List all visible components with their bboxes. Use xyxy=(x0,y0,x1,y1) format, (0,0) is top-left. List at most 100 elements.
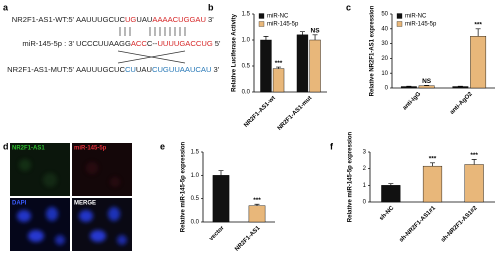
y-tick-label: 0.0 xyxy=(191,220,200,226)
y-tick-label: 0.5 xyxy=(191,196,200,202)
significance-label: *** xyxy=(429,156,437,163)
error-bar xyxy=(388,183,394,186)
micrograph-label: miR-145-5p xyxy=(74,146,107,152)
legend-label: miR-145-5p xyxy=(405,22,437,28)
micrograph-label: NR2F1-AS1 xyxy=(12,146,45,152)
significance-label: *** xyxy=(474,22,482,29)
y-tick-label: 0.5 xyxy=(242,64,251,70)
panel-label: f xyxy=(330,141,334,151)
sequence-end: 5' xyxy=(215,39,221,48)
x-tick-label: vector xyxy=(209,225,226,242)
bar xyxy=(296,34,309,93)
sequence-segment: AAUUUGCUC xyxy=(76,65,125,74)
sequence-segment: UCCCUUAAGG xyxy=(76,39,131,48)
bar xyxy=(418,85,435,89)
sequence-segment: CUGUUAAUCAU xyxy=(152,65,212,74)
y-tick-label: 10 xyxy=(381,71,388,77)
significance-label: NS xyxy=(422,78,432,85)
legend-label: miR-NC xyxy=(267,14,289,20)
micrograph-labels: NR2F1-AS1 miR-145-5p DAPI MERGE xyxy=(12,146,107,207)
x-tick-label: NR2F1-AS1-mut xyxy=(277,95,314,132)
pairing-lines xyxy=(117,27,186,64)
significance-label: *** xyxy=(275,60,283,67)
sequence-segment: UAU xyxy=(136,15,152,24)
y-tick-label: 0 xyxy=(363,200,367,206)
sequence-segment: CU xyxy=(125,65,136,74)
bar xyxy=(381,185,401,203)
sequence: AAUUUGCUCUGUAUAAAACUGGAU 3' xyxy=(76,15,214,24)
significance-label: *** xyxy=(470,152,478,159)
bar xyxy=(309,39,321,93)
panel-label: c xyxy=(346,2,351,12)
bar xyxy=(212,175,230,223)
y-tick-label: 30 xyxy=(381,41,388,47)
x-tick-label: sh-NR2F1-AS1#2 xyxy=(440,205,479,244)
bar xyxy=(400,86,417,89)
y-tick-label: 3 xyxy=(363,150,367,156)
y-tick-label: 50 xyxy=(381,12,388,18)
legend-label: miR-NC xyxy=(405,14,427,20)
error-bar xyxy=(263,36,269,40)
sequence-segment: C-- xyxy=(147,39,158,48)
bar xyxy=(272,68,285,93)
error-bar xyxy=(475,28,481,37)
y-tick-label: 1 xyxy=(363,183,367,189)
y-axis-label: Relative Luciferase Activity xyxy=(232,13,238,91)
x-tick-label: NR2F1-AS1 xyxy=(234,225,262,253)
x-tick-label: sh-NC xyxy=(379,205,396,222)
sequence: AAUUUGCUCCUUAUCUGUUAAUCAU 3' xyxy=(76,65,220,74)
sequence-segment: ACC xyxy=(131,39,148,48)
sequence-end: 3' xyxy=(213,65,219,74)
legend-label: miR-145-5p xyxy=(267,22,299,28)
sequence-panel: NR2F1-AS1-WT:5' AAUUUGCUCUGUAUAAAACUGGAU 3… xyxy=(7,15,221,74)
y-tick-label: 2 xyxy=(363,166,367,172)
panel-label: d xyxy=(3,141,9,151)
x-tick-label: sh-NR2F1-AS1#1 xyxy=(399,205,438,244)
y-tick-label: 40 xyxy=(381,26,388,32)
y-tick-label: 1.5 xyxy=(191,150,200,156)
y-tick-label: 1.0 xyxy=(242,38,251,44)
legend-swatch xyxy=(396,21,403,27)
error-bar xyxy=(471,159,477,165)
error-bar xyxy=(254,203,260,206)
panel-label: e xyxy=(160,141,165,151)
sequence-segment: UUUUGACCUG xyxy=(157,39,212,48)
error-bar xyxy=(218,170,224,176)
micrograph-label: MERGE xyxy=(74,201,96,207)
error-bar xyxy=(299,31,305,35)
error-bar xyxy=(312,34,318,40)
significance-label: NS xyxy=(311,28,321,35)
x-tick-label: NR2F1-AS1-wt xyxy=(243,95,276,128)
y-tick-label: 0 xyxy=(385,86,389,92)
sequence-end: 3' xyxy=(208,15,214,24)
y-axis-label: Relative NR2F1-AS1 expression xyxy=(370,5,376,96)
bar xyxy=(470,36,487,89)
sequence-name: miR-145-5p : 3' xyxy=(22,39,74,48)
y-tick-label: 1.5 xyxy=(242,12,251,18)
sequence-segment: AAUUUGCUC xyxy=(76,15,125,24)
sequence: UCCCUUAAGGACCC--UUUUGACCUG 5' xyxy=(76,39,221,48)
error-bar xyxy=(430,162,435,167)
micrograph xyxy=(10,143,132,251)
sequence-segment: UG xyxy=(125,15,136,24)
bar xyxy=(260,39,272,93)
y-tick-label: 1.0 xyxy=(191,173,200,179)
bar xyxy=(422,165,443,203)
legend-swatch xyxy=(258,21,265,27)
y-axis-label: Relative miR-145-5p expression xyxy=(181,141,187,232)
panel-label: b xyxy=(208,2,214,12)
legend-swatch xyxy=(258,13,265,19)
micrograph-label: DAPI xyxy=(12,201,27,207)
y-tick-label: 0.0 xyxy=(242,90,251,96)
error-bar xyxy=(276,66,282,69)
y-tick-label: 20 xyxy=(381,56,388,62)
y-axis-label: Relative miR-145-5p expression xyxy=(348,131,354,222)
sequence-segment: AAAACUGGAU xyxy=(152,15,206,24)
bar xyxy=(464,164,484,203)
x-tick-label: anti-AgO2 xyxy=(449,91,474,116)
significance-label: *** xyxy=(253,197,261,204)
sequence-name: NR2F1-AS1-WT:5' xyxy=(12,15,75,24)
x-tick-label: anti-IgG xyxy=(402,91,423,112)
bar xyxy=(248,205,266,223)
